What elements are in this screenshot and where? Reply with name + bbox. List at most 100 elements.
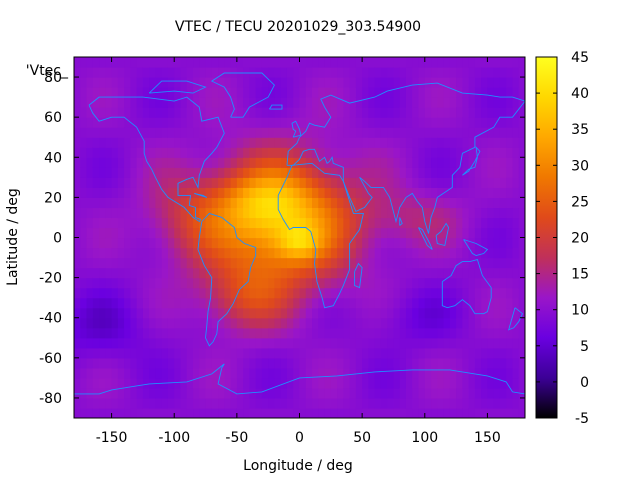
heatmap-cell <box>224 337 232 349</box>
heatmap-cell <box>312 257 319 269</box>
heatmap-cell <box>318 307 326 319</box>
heatmap-cell <box>167 207 175 219</box>
heatmap-cell <box>155 247 163 259</box>
heatmap-cell <box>261 197 269 209</box>
heatmap-cell <box>161 217 169 229</box>
heatmap-cell <box>512 97 520 108</box>
heatmap-cell <box>293 97 301 108</box>
colorbar-tick-label: 35 <box>571 122 589 138</box>
heatmap-cell <box>199 57 207 68</box>
heatmap-cell <box>412 327 420 339</box>
coastline-iceland <box>269 104 283 110</box>
heatmap-cell <box>142 337 150 349</box>
heatmap-cell <box>255 117 263 128</box>
heatmap-cell <box>74 107 81 118</box>
heatmap-cell <box>86 87 94 98</box>
heatmap-cell <box>193 387 200 399</box>
heatmap-cell <box>456 57 463 68</box>
heatmap-cell <box>161 107 169 118</box>
heatmap-cell <box>324 407 332 418</box>
heatmap-cell <box>293 327 301 339</box>
heatmap-cell <box>218 327 225 339</box>
heatmap-cell <box>167 147 175 158</box>
heatmap-cell <box>117 77 125 88</box>
heatmap-cell <box>243 357 250 369</box>
heatmap-cell <box>393 397 401 409</box>
heatmap-cell <box>387 217 395 229</box>
heatmap-cell <box>349 77 357 88</box>
heatmap-cell <box>412 97 420 108</box>
heatmap-cell <box>249 157 257 168</box>
heatmap-cell <box>437 327 445 339</box>
heatmap-cell <box>180 147 188 158</box>
heatmap-cell <box>205 187 213 198</box>
heatmap-cell <box>362 197 370 209</box>
heatmap-cell <box>230 377 238 389</box>
heatmap-cell <box>499 227 507 239</box>
heatmap-cell <box>199 137 207 148</box>
heatmap-cell <box>180 247 188 259</box>
heatmap-cell <box>418 357 426 369</box>
heatmap-cell <box>117 197 125 209</box>
heatmap-cell <box>380 77 388 88</box>
x-tick-label: -100 <box>158 430 190 446</box>
heatmap-cell <box>468 157 476 168</box>
heatmap-cell <box>243 177 250 188</box>
heatmap-cell <box>374 117 382 128</box>
colorbar-tick-label: 20 <box>571 231 589 247</box>
heatmap-cell <box>493 207 501 219</box>
heatmap-cell <box>111 307 119 319</box>
heatmap-cell <box>506 387 514 399</box>
heatmap-cell <box>293 217 301 229</box>
heatmap-cell <box>474 77 482 88</box>
heatmap-cell <box>161 287 169 299</box>
heatmap-cell <box>387 77 395 88</box>
heatmap-cell <box>218 387 225 399</box>
heatmap-cell <box>481 117 489 128</box>
heatmap-cell <box>136 297 144 309</box>
heatmap-cell <box>493 217 501 229</box>
heatmap-cell <box>493 197 501 209</box>
heatmap-cell <box>286 337 294 349</box>
heatmap-cell <box>312 287 319 299</box>
heatmap-cell <box>362 347 370 359</box>
heatmap-cell <box>80 87 88 98</box>
heatmap-cell <box>368 297 376 309</box>
heatmap-cell <box>261 107 269 118</box>
heatmap-cell <box>111 337 119 349</box>
heatmap-cell <box>111 387 119 399</box>
heatmap-cell <box>337 407 344 418</box>
heatmap-cell <box>155 237 163 249</box>
heatmap-cell <box>293 127 301 138</box>
heatmap-cell <box>136 227 144 239</box>
heatmap-cell <box>136 167 144 178</box>
heatmap-cell <box>393 87 401 98</box>
heatmap-cell <box>205 377 213 389</box>
heatmap-cell <box>355 67 363 78</box>
heatmap-cell <box>261 97 269 108</box>
heatmap-cell <box>305 267 313 279</box>
heatmap-cell <box>449 87 457 98</box>
heatmap-cell <box>255 107 263 118</box>
heatmap-cell <box>387 157 395 168</box>
heatmap-cell <box>437 307 445 319</box>
heatmap-cell <box>312 187 319 198</box>
heatmap-cell <box>412 167 420 178</box>
heatmap-cell <box>299 367 307 379</box>
heatmap-cell <box>149 127 157 138</box>
heatmap-cell <box>431 377 438 389</box>
heatmap-cell <box>506 277 514 289</box>
heatmap-cell <box>236 107 244 118</box>
heatmap-cell <box>155 327 163 339</box>
heatmap-cell <box>230 147 238 158</box>
heatmap-cell <box>374 357 382 369</box>
heatmap-cell <box>243 407 250 418</box>
heatmap-cell <box>424 287 432 299</box>
heatmap-cell <box>506 107 514 118</box>
heatmap-cell <box>174 317 182 329</box>
heatmap-cell <box>230 247 238 259</box>
heatmap-cell <box>149 147 157 158</box>
heatmap-cell <box>405 127 413 138</box>
heatmap-cell <box>142 397 150 409</box>
heatmap-cell <box>418 397 426 409</box>
